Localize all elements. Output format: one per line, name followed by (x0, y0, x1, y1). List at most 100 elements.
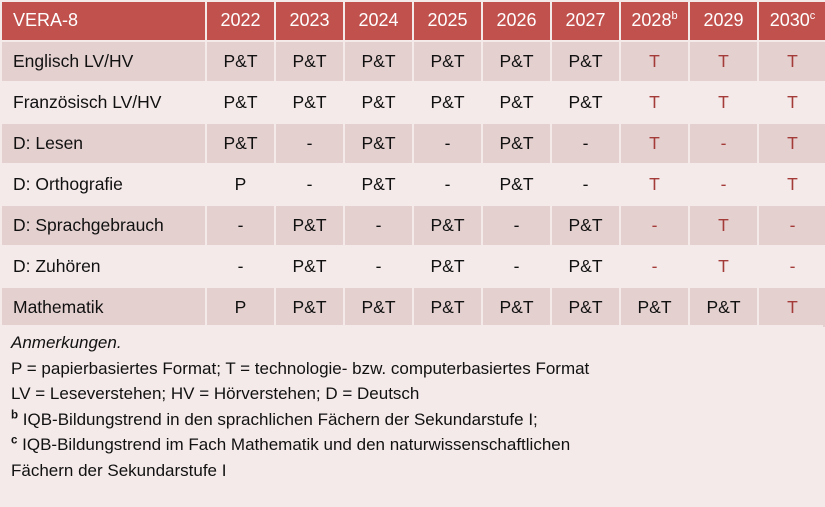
cell-format: P&T (483, 124, 550, 163)
row-label: Französisch LV/HV (2, 83, 205, 122)
cell-format: - (345, 247, 412, 286)
cell-format: P&T (276, 42, 343, 81)
cell-format: P&T (414, 42, 481, 81)
header-year-label: 2028 (631, 10, 672, 31)
cell-format: - (345, 206, 412, 245)
table-row: Englisch LV/HV P&T P&T P&T P&T P&T P&T T T T (2, 42, 825, 81)
cell-format: T (759, 83, 825, 122)
header-year-superscript: c (809, 10, 816, 23)
cell-format: P&T (621, 288, 688, 327)
table-row: D: Lesen P&T - P&T - P&T - T - T (2, 124, 825, 163)
cell-format: P&T (552, 247, 619, 286)
cell-format: P&T (276, 206, 343, 245)
cell-format: P&T (345, 288, 412, 327)
cell-format: P&T (414, 247, 481, 286)
row-label: Englisch LV/HV (2, 42, 205, 81)
cell-format: - (414, 165, 481, 204)
cell-format: P&T (345, 42, 412, 81)
cell-format: P&T (414, 83, 481, 122)
cell-format: P&T (207, 83, 274, 122)
cell-format: P&T (483, 288, 550, 327)
cell-format: - (621, 206, 688, 245)
cell-format: P&T (345, 165, 412, 204)
row-label: D: Lesen (2, 124, 205, 163)
footnote-c-text: IQB-Bildungstrend im Fach Mathematik und… (17, 435, 571, 454)
cell-format: P&T (276, 288, 343, 327)
cell-format: P&T (483, 83, 550, 122)
cell-format: T (690, 83, 757, 122)
cell-format: T (759, 124, 825, 163)
row-label: D: Orthografie (2, 165, 205, 204)
header-year-label: 2029 (703, 10, 744, 31)
cell-format: T (759, 165, 825, 204)
cell-format: P&T (552, 206, 619, 245)
header-year-2030: 2030c (759, 2, 825, 40)
cell-format: - (276, 124, 343, 163)
header-year-2027: 2027 (552, 2, 619, 40)
cell-format: - (414, 124, 481, 163)
header-year-2026: 2026 (483, 2, 550, 40)
cell-format: T (621, 42, 688, 81)
cell-format: P&T (345, 83, 412, 122)
header-year-label: 2023 (289, 10, 330, 31)
cell-format: P&T (207, 124, 274, 163)
footnote-b-text: IQB-Bildungstrend in den sprachlichen Fä… (18, 409, 538, 429)
table-row: D: Orthografie P - P&T - P&T - T - T (2, 165, 825, 204)
cell-format: - (483, 206, 550, 245)
cell-format: P&T (414, 206, 481, 245)
footnote-c-marker: c (11, 434, 18, 447)
header-year-2023: 2023 (276, 2, 343, 40)
cell-format: P&T (414, 288, 481, 327)
notes-line-formats: P = papierbasiertes Format; T = technolo… (11, 358, 590, 378)
cell-format: P&T (207, 42, 274, 81)
cell-format: P&T (276, 83, 343, 122)
cell-format: T (621, 165, 688, 204)
cell-format: P&T (483, 165, 550, 204)
table-row: Mathematik P P&T P&T P&T P&T P&T P&T P&T T (2, 288, 825, 327)
notes-footnote-c: c IQB-Bildungstrend im Fach Mathematik u… (11, 432, 823, 458)
cell-format: P&T (483, 42, 550, 81)
cell-format: T (690, 206, 757, 245)
table-header: VERA-8 2022 2023 2024 2025 2026 2027 2028b 2029… (2, 2, 825, 40)
cell-format: - (483, 247, 550, 286)
cell-format: T (690, 247, 757, 286)
cell-format: P&T (552, 42, 619, 81)
cell-format: P&T (276, 247, 343, 286)
header-year-label: 2030 (769, 10, 810, 31)
header-year-label: 2025 (427, 10, 468, 31)
cell-format: - (690, 165, 757, 204)
notes-line-abbreviations: LV = Leseverstehen; HV = Hörverstehen; D… (11, 384, 420, 403)
row-label: D: Sprachgebrauch (2, 206, 205, 245)
notes-block: Anmerkungen. P = papierbasiertes Format;… (2, 325, 823, 505)
cell-format: - (552, 165, 619, 204)
cell-format: - (276, 165, 343, 204)
cell-format: P (207, 288, 274, 327)
header-year-label: 2024 (358, 10, 399, 31)
header-year-label: 2022 (220, 10, 261, 31)
cell-format: T (621, 124, 688, 163)
header-year-label: 2026 (496, 10, 537, 31)
cell-format: P (207, 165, 274, 204)
cell-format: - (759, 206, 825, 245)
header-year-2028: 2028b (621, 2, 688, 40)
header-year-2024: 2024 (345, 2, 412, 40)
cell-format: T (621, 83, 688, 122)
header-year-label: 2027 (565, 10, 606, 31)
table-row: Französisch LV/HV P&T P&T P&T P&T P&T P&T T T T (2, 83, 825, 122)
header-corner-label: VERA-8 (2, 2, 205, 40)
header-year-2029: 2029 (690, 2, 757, 40)
cell-format: - (207, 247, 274, 286)
row-label: Mathematik (2, 288, 205, 327)
header-year-2022: 2022 (207, 2, 274, 40)
cell-format: - (552, 124, 619, 163)
cell-format: P&T (690, 288, 757, 327)
row-label: D: Zuhören (2, 247, 205, 286)
notes-footnote-b: b IQB-Bildungstrend in den sprachlichen … (11, 407, 823, 433)
table-body: Englisch LV/HV P&T P&T P&T P&T P&T P&T T T T Franz… (2, 42, 825, 327)
header-year-superscript: b (671, 10, 678, 23)
cell-format: - (621, 247, 688, 286)
table-row: D: Zuhören - P&T - P&T - P&T - T - (2, 247, 825, 286)
cell-format: - (207, 206, 274, 245)
cell-format: T (759, 288, 825, 327)
